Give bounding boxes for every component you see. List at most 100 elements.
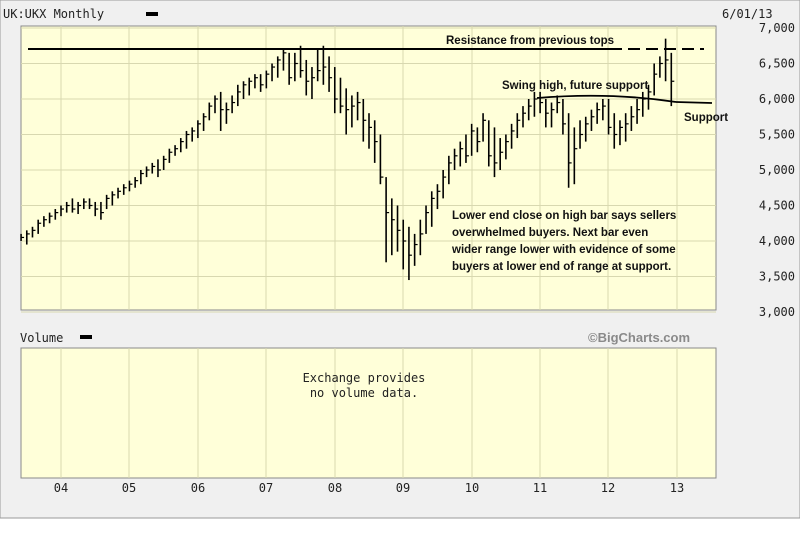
ohlc-bar: [237, 84, 241, 107]
ohlc-bars: [20, 38, 675, 281]
x-tick-label: 07: [259, 481, 273, 495]
ohlc-bar: [567, 113, 572, 188]
ohlc-bar: [185, 130, 190, 149]
y-tick-label: 4,500: [759, 199, 795, 213]
ohlc-bar: [670, 52, 675, 107]
ohlc-bar: [659, 56, 663, 78]
x-tick-label: 08: [328, 481, 342, 495]
ohlc-bar: [573, 127, 578, 185]
ohlc-bar: [664, 38, 669, 82]
ohlc-bar: [276, 56, 281, 78]
ohlc-bar: [453, 148, 458, 170]
ohlc-bar: [419, 219, 424, 256]
note-line-3: wider range lower with evidence of some: [451, 244, 676, 256]
ohlc-bar: [636, 99, 641, 124]
ohlc-bar: [94, 201, 99, 217]
ohlc-bar: [539, 91, 544, 114]
ohlc-bar: [259, 74, 264, 92]
ohlc-bar: [602, 99, 606, 121]
note-line-4: buyers at lower end of range at support.: [452, 261, 671, 273]
ohlc-bar: [174, 145, 179, 156]
x-tick-label: 10: [465, 481, 479, 495]
ohlc-bar: [225, 102, 230, 124]
ohlc-bar: [122, 184, 127, 195]
ohlc-bar: [48, 212, 53, 224]
ohlc-bar: [191, 127, 196, 142]
ohlc-bar: [516, 113, 521, 139]
ohlc-bar: [219, 91, 224, 131]
ohlc-bar: [362, 99, 367, 142]
swing-high-annotation: Swing high, future support: [502, 80, 648, 92]
ohlc-bar: [83, 198, 87, 210]
ohlc-bar: [333, 67, 338, 114]
ohlc-bar: [493, 127, 498, 178]
x-tick-label: 04: [54, 481, 68, 495]
ohlc-bar: [265, 70, 270, 89]
ohlc-bar: [254, 74, 258, 89]
ohlc-bar: [288, 52, 293, 85]
volume-message-line-2: no volume data.: [310, 386, 418, 400]
y-tick-label: 5,000: [759, 163, 795, 177]
ohlc-bar: [134, 177, 139, 188]
ohlc-bar: [579, 120, 584, 149]
ohlc-bar: [282, 49, 287, 71]
legend-line-swatch: [146, 12, 158, 16]
x-tick-label: 11: [533, 481, 547, 495]
ohlc-bar: [413, 233, 418, 266]
y-tick-label: 3,000: [759, 305, 795, 319]
ohlc-bar: [590, 109, 595, 131]
bigcharts-watermark: ©BigCharts.com: [588, 330, 690, 345]
x-tick-label: 09: [396, 481, 410, 495]
volume-legend-swatch: [80, 335, 92, 339]
ohlc-bar: [117, 187, 122, 199]
ohlc-bar: [356, 91, 361, 121]
ohlc-bar: [128, 180, 133, 192]
ohlc-bar: [607, 99, 612, 135]
ohlc-bar: [487, 120, 492, 167]
volume-panel-title: Volume: [20, 331, 63, 345]
ohlc-bar: [482, 113, 487, 142]
ohlc-bar: [408, 226, 412, 281]
ohlc-bar: [37, 219, 42, 234]
ohlc-bar: [43, 216, 47, 227]
ohlc-bar: [653, 63, 658, 96]
ohlc-bar: [522, 106, 526, 128]
y-tick-label: 6,500: [759, 57, 795, 71]
ohlc-bar: [470, 123, 475, 156]
ohlc-bar: [248, 77, 253, 96]
ohlc-bar: [584, 116, 589, 142]
volume-message-line-1: Exchange provides: [303, 371, 426, 385]
ohlc-bar: [328, 56, 333, 92]
ohlc-bar: [179, 138, 184, 153]
resistance-annotation: Resistance from previous tops: [446, 35, 614, 47]
y-tick-label: 3,500: [759, 270, 795, 284]
ohlc-bar: [202, 113, 207, 131]
ohlc-bar: [105, 194, 110, 210]
volume-grid: [60, 348, 678, 478]
ohlc-bar: [510, 123, 515, 149]
support-tick-line: [675, 101, 713, 104]
chart-date: 6/01/13: [722, 7, 773, 21]
x-tick-label: 12: [601, 481, 615, 495]
ohlc-bar: [168, 148, 173, 163]
swing-high-line: [536, 94, 677, 103]
ohlc-bar: [476, 127, 481, 153]
ohlc-bar: [77, 201, 82, 215]
volume-plot-area: [20, 347, 717, 479]
ohlc-bar: [436, 184, 441, 210]
support-annotation: Support: [684, 112, 728, 124]
chart-symbol-title: UK:UKX Monthly: [3, 7, 104, 21]
ohlc-bar: [71, 198, 76, 213]
note-line-2: overwhelmed buyers. Next bar even: [452, 227, 648, 239]
ohlc-bar: [379, 134, 384, 185]
ohlc-bar: [402, 219, 407, 270]
ohlc-bar: [242, 81, 247, 99]
ohlc-bar: [619, 120, 623, 146]
ohlc-bar: [391, 198, 395, 256]
ohlc-bar: [214, 95, 218, 114]
ohlc-bar: [60, 205, 64, 217]
y-axis-tick-labels: 7,000 6,500 6,000 5,500 5,000 4,500 4,000 3,500…: [759, 21, 795, 319]
ohlc-bar: [140, 170, 144, 185]
y-tick-label: 6,000: [759, 92, 795, 106]
